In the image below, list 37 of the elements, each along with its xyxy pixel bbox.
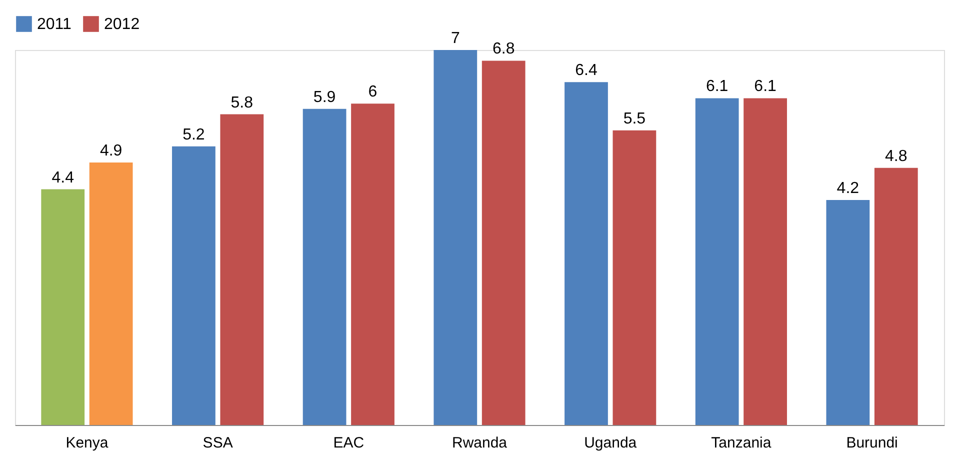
bar (874, 168, 918, 425)
data-label: 4.4 (52, 169, 74, 186)
x-tick-label: SSA (202, 434, 233, 452)
data-label: 6 (368, 84, 378, 101)
data-label: 5.2 (182, 126, 205, 144)
data-label: 6.4 (575, 62, 598, 80)
bar (172, 146, 216, 425)
x-tick-label: Rwanda (452, 434, 508, 452)
data-label: 5.5 (623, 110, 646, 128)
bar (89, 162, 133, 425)
bar (41, 189, 85, 425)
bar (695, 98, 739, 425)
bar (564, 82, 608, 425)
data-label: 7 (450, 30, 460, 47)
x-tick-label: Kenya (66, 434, 109, 452)
x-tick-label: Burundi (846, 434, 898, 452)
data-label: 4.9 (100, 142, 122, 160)
data-label: 6.1 (754, 78, 777, 96)
bar (744, 98, 787, 425)
data-label: 6.1 (706, 78, 728, 96)
bar (612, 130, 656, 425)
bar (302, 108, 346, 425)
legend-label: 2011 (37, 16, 72, 33)
data-label: 6.8 (492, 40, 515, 58)
x-tick-label: EAC (333, 434, 364, 452)
data-label: 5.9 (313, 88, 336, 106)
bar (434, 50, 478, 425)
bar (351, 104, 394, 425)
x-tick-label: Uganda (584, 434, 638, 452)
data-label: 5.8 (230, 94, 254, 112)
bar (826, 200, 870, 425)
data-label: 4.8 (885, 148, 908, 165)
legend-label: 2012 (104, 16, 140, 33)
x-tick-label: Tanzania (711, 434, 772, 452)
data-label: 4.2 (836, 180, 860, 197)
bar (482, 60, 526, 425)
bar (220, 114, 264, 425)
